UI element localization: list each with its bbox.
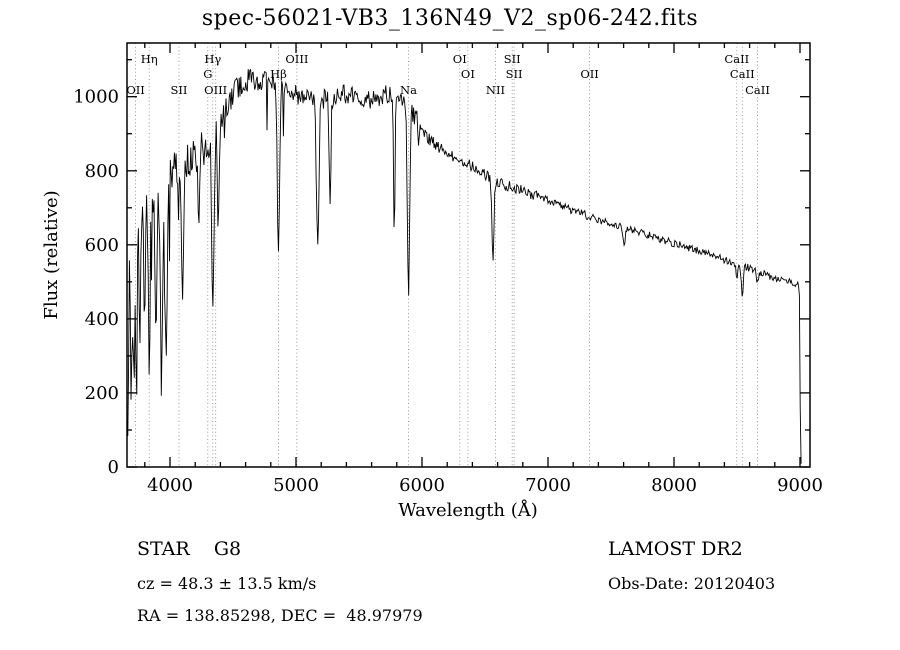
spectral-marker-label: G	[203, 67, 212, 81]
spectral-marker-label: OI	[453, 52, 467, 66]
plot-frame	[126, 42, 811, 468]
x-tick-label: 8000	[651, 475, 697, 496]
x-tick-label: 6000	[399, 475, 445, 496]
y-tick-label: 0	[108, 457, 119, 478]
y-axis-label: Flux (relative)	[41, 190, 62, 319]
spectral-marker-label: OII	[580, 67, 599, 81]
y-tick-label: 200	[85, 383, 119, 404]
cz-value: cz = 48.3 ± 13.5 km/s	[137, 574, 317, 593]
object-class-label: STAR G8	[137, 538, 242, 560]
survey-label: LAMOST DR2	[608, 538, 743, 560]
x-axis-label: Wavelength (Å)	[398, 499, 538, 521]
spectral-marker-label: SII	[506, 67, 523, 81]
y-tick-label: 400	[85, 309, 119, 330]
spectrum-line	[127, 68, 802, 464]
spectral-marker-label: SII	[171, 83, 188, 97]
obs-date: Obs-Date: 20120403	[608, 574, 776, 593]
x-tick-label: 4000	[147, 475, 193, 496]
spectral-marker-label: CaII	[730, 67, 755, 81]
y-tick-label: 800	[85, 161, 119, 182]
spectral-marker-label: NII	[486, 83, 505, 97]
x-tick-label: 5000	[273, 475, 319, 496]
spectral-marker-label: OIII	[204, 83, 227, 97]
spectral-marker-label: CaII	[724, 52, 749, 66]
spectral-marker-label: Hβ	[270, 67, 287, 81]
spectral-marker-label: OI	[461, 67, 475, 81]
x-tick-label: 9000	[777, 475, 823, 496]
ra-dec-coordinates: RA = 138.85298, DEC = 48.97979	[137, 606, 423, 625]
spectral-marker-label: Na	[400, 83, 417, 97]
plot-title: spec-56021-VB3_136N49_V2_sp06-242.fits	[201, 6, 699, 31]
y-tick-label: 1000	[73, 87, 119, 108]
spectral-marker-label: Hγ	[204, 52, 221, 66]
spectral-marker-label: OII	[126, 83, 145, 97]
spectral-marker-label: SII	[504, 52, 521, 66]
x-tick-label: 7000	[525, 475, 571, 496]
spectral-marker-label: OIII	[285, 52, 308, 66]
axis-ticks	[127, 43, 810, 468]
spectral-marker-label: CaII	[745, 83, 770, 97]
y-tick-label: 600	[85, 235, 119, 256]
spectral-marker-label: Hη	[141, 52, 158, 66]
